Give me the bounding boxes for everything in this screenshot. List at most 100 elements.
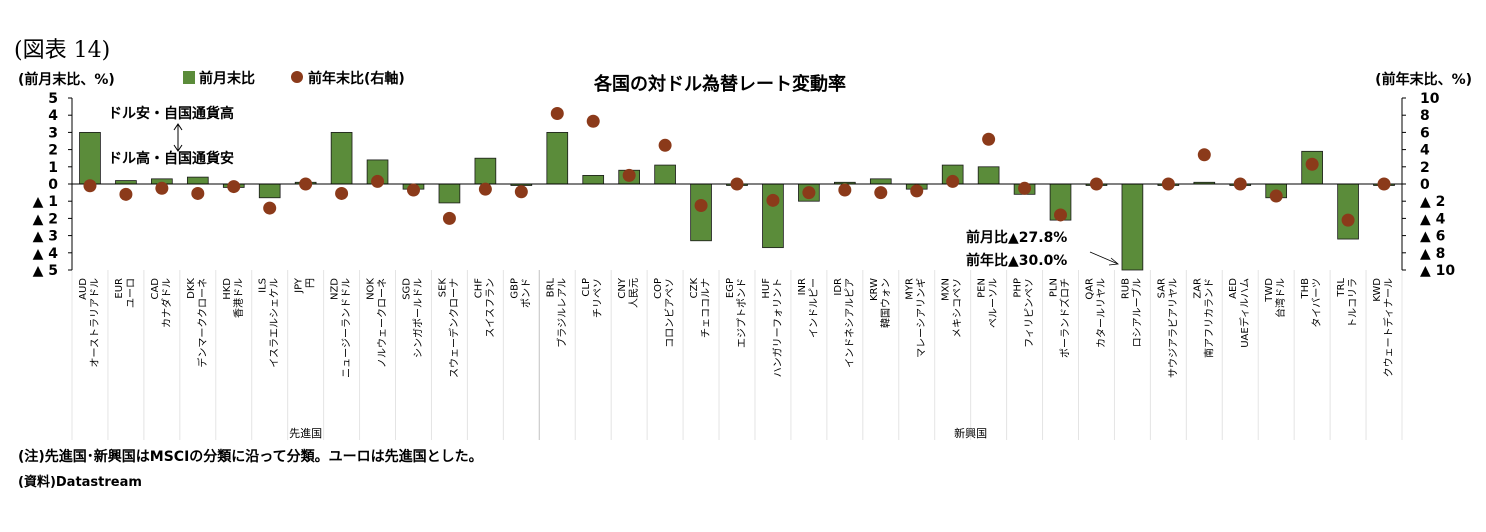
category-name: メキシコペソ — [953, 278, 964, 338]
category-code: HKD — [222, 278, 233, 300]
dot-thb — [1305, 157, 1319, 171]
category-code: TRL — [1336, 278, 1347, 298]
category-code: MXN — [941, 278, 952, 301]
category-code: NOK — [366, 278, 377, 300]
bar-huf — [762, 183, 784, 249]
dot-huf — [766, 193, 780, 207]
category-name: 韓国ウォン — [880, 278, 892, 328]
category-name: UAEディルハム — [1238, 278, 1251, 348]
category-code: AED — [1228, 278, 1239, 299]
dot-czk — [694, 199, 708, 212]
category-name: ノルウェークローネ — [377, 278, 389, 368]
category-name: ポーランドズロチ — [1059, 278, 1072, 358]
left-tick-label: ▲ 2 — [33, 211, 58, 227]
right-tick-label: ▲ 8 — [1420, 246, 1445, 262]
category-name: 香港ドル — [233, 278, 245, 318]
category-code: MYR — [905, 278, 916, 300]
category-code: IDR — [833, 278, 844, 296]
group-label: 新興国 — [954, 426, 987, 440]
category-name: カナダドル — [160, 278, 173, 328]
category-code: COP — [653, 278, 664, 299]
left-tick-label: 0 — [48, 177, 58, 193]
category-code: NZD — [330, 278, 341, 300]
category-code: CNY — [617, 277, 628, 298]
bar-trl — [1337, 183, 1359, 240]
bar-rub — [1121, 183, 1144, 271]
bar-aud — [79, 131, 101, 185]
bar-brl — [546, 131, 569, 185]
right-tick-label: 8 — [1420, 108, 1430, 124]
dot-brl — [550, 106, 564, 120]
bar-clp — [582, 174, 605, 185]
dot-sgd — [406, 183, 420, 197]
dot-trl — [1341, 213, 1355, 227]
category-name: ペルーソル — [989, 278, 1000, 328]
category-code: QAR — [1084, 278, 1095, 300]
right-tick-label: ▲ 6 — [1420, 229, 1445, 245]
right-tick-label: 10 — [1420, 91, 1440, 107]
legend-bar-label: 前月末比 — [199, 70, 255, 87]
dot-sar — [1161, 177, 1175, 191]
category-name: ユーロ — [126, 278, 137, 308]
bar-nzd — [330, 131, 353, 185]
right-tick-label: ▲ 2 — [1420, 194, 1445, 210]
left-axis-label: (前月末比、%) — [18, 71, 115, 88]
dot-cop — [658, 138, 672, 152]
dot-qar — [1089, 177, 1103, 191]
bar-krw — [869, 178, 892, 185]
category-code: SEK — [437, 278, 448, 298]
category-code: AUD — [78, 278, 89, 300]
category-code: CLP — [581, 278, 592, 297]
category-name: イスラエルシェケル — [269, 278, 281, 368]
category-code: CHF — [473, 278, 484, 299]
category-code: EUR — [114, 278, 125, 299]
dot-mxn — [946, 174, 960, 188]
left-tick-label: 2 — [48, 143, 58, 159]
legend-bar-swatch — [183, 71, 195, 84]
category-code: PEN — [977, 278, 988, 298]
category-code: SGD — [401, 278, 412, 300]
category-name: 南アフリカランド — [1202, 278, 1215, 358]
direction-arrow-icon — [173, 123, 183, 152]
dot-twd — [1269, 189, 1283, 203]
category-name: ハンガリーフォリント — [772, 278, 784, 377]
category-code: PHP — [1013, 278, 1024, 298]
bar-chf — [474, 157, 497, 185]
bar-sek — [438, 183, 461, 204]
category-name: サウジアラビアリヤル — [1167, 278, 1179, 378]
category-name: チリペソ — [592, 278, 604, 318]
category-code: CAD — [150, 278, 161, 300]
right-tick-label: ▲ 10 — [1420, 263, 1455, 279]
category-code: DKK — [186, 278, 197, 299]
left-tick-label: 3 — [48, 125, 58, 141]
category-code: ILS — [258, 278, 269, 293]
dot-ils — [263, 201, 277, 215]
category-code: ZAR — [1192, 278, 1203, 299]
group-label: 先進国 — [289, 427, 322, 440]
category-name: エジプトポンド — [736, 278, 748, 348]
left-tick-label: ▲ 5 — [33, 263, 58, 279]
dot-dkk — [191, 186, 205, 200]
dot-zar — [1197, 148, 1211, 162]
category-name: スウェーデンクローナ — [447, 278, 460, 378]
left-tick-label: 5 — [48, 91, 58, 107]
legend-dot-label: 前年末比(右軸) — [308, 70, 405, 87]
category-code: INR — [797, 278, 808, 295]
dot-kwd — [1377, 177, 1391, 191]
annotation-rub-dot: 前年比▲30.0% — [966, 252, 1067, 269]
left-tick-label: 1 — [48, 160, 58, 176]
dot-pen — [982, 132, 996, 146]
category-name: オーストラリアドル — [89, 278, 101, 368]
category-name: ニュージーランドドル — [341, 278, 353, 378]
dot-php — [1018, 181, 1032, 195]
category-code: HUF — [761, 278, 772, 299]
category-code: GBP — [509, 278, 520, 299]
right-tick-label: 2 — [1420, 160, 1430, 176]
category-name: トルコリラ — [1347, 278, 1359, 328]
dot-inr — [802, 186, 816, 200]
category-code: TWD — [1264, 278, 1275, 303]
category-name: インドネシアルピア — [844, 278, 856, 368]
dot-chf — [478, 182, 492, 196]
right-tick-label: ▲ 4 — [1420, 211, 1446, 227]
